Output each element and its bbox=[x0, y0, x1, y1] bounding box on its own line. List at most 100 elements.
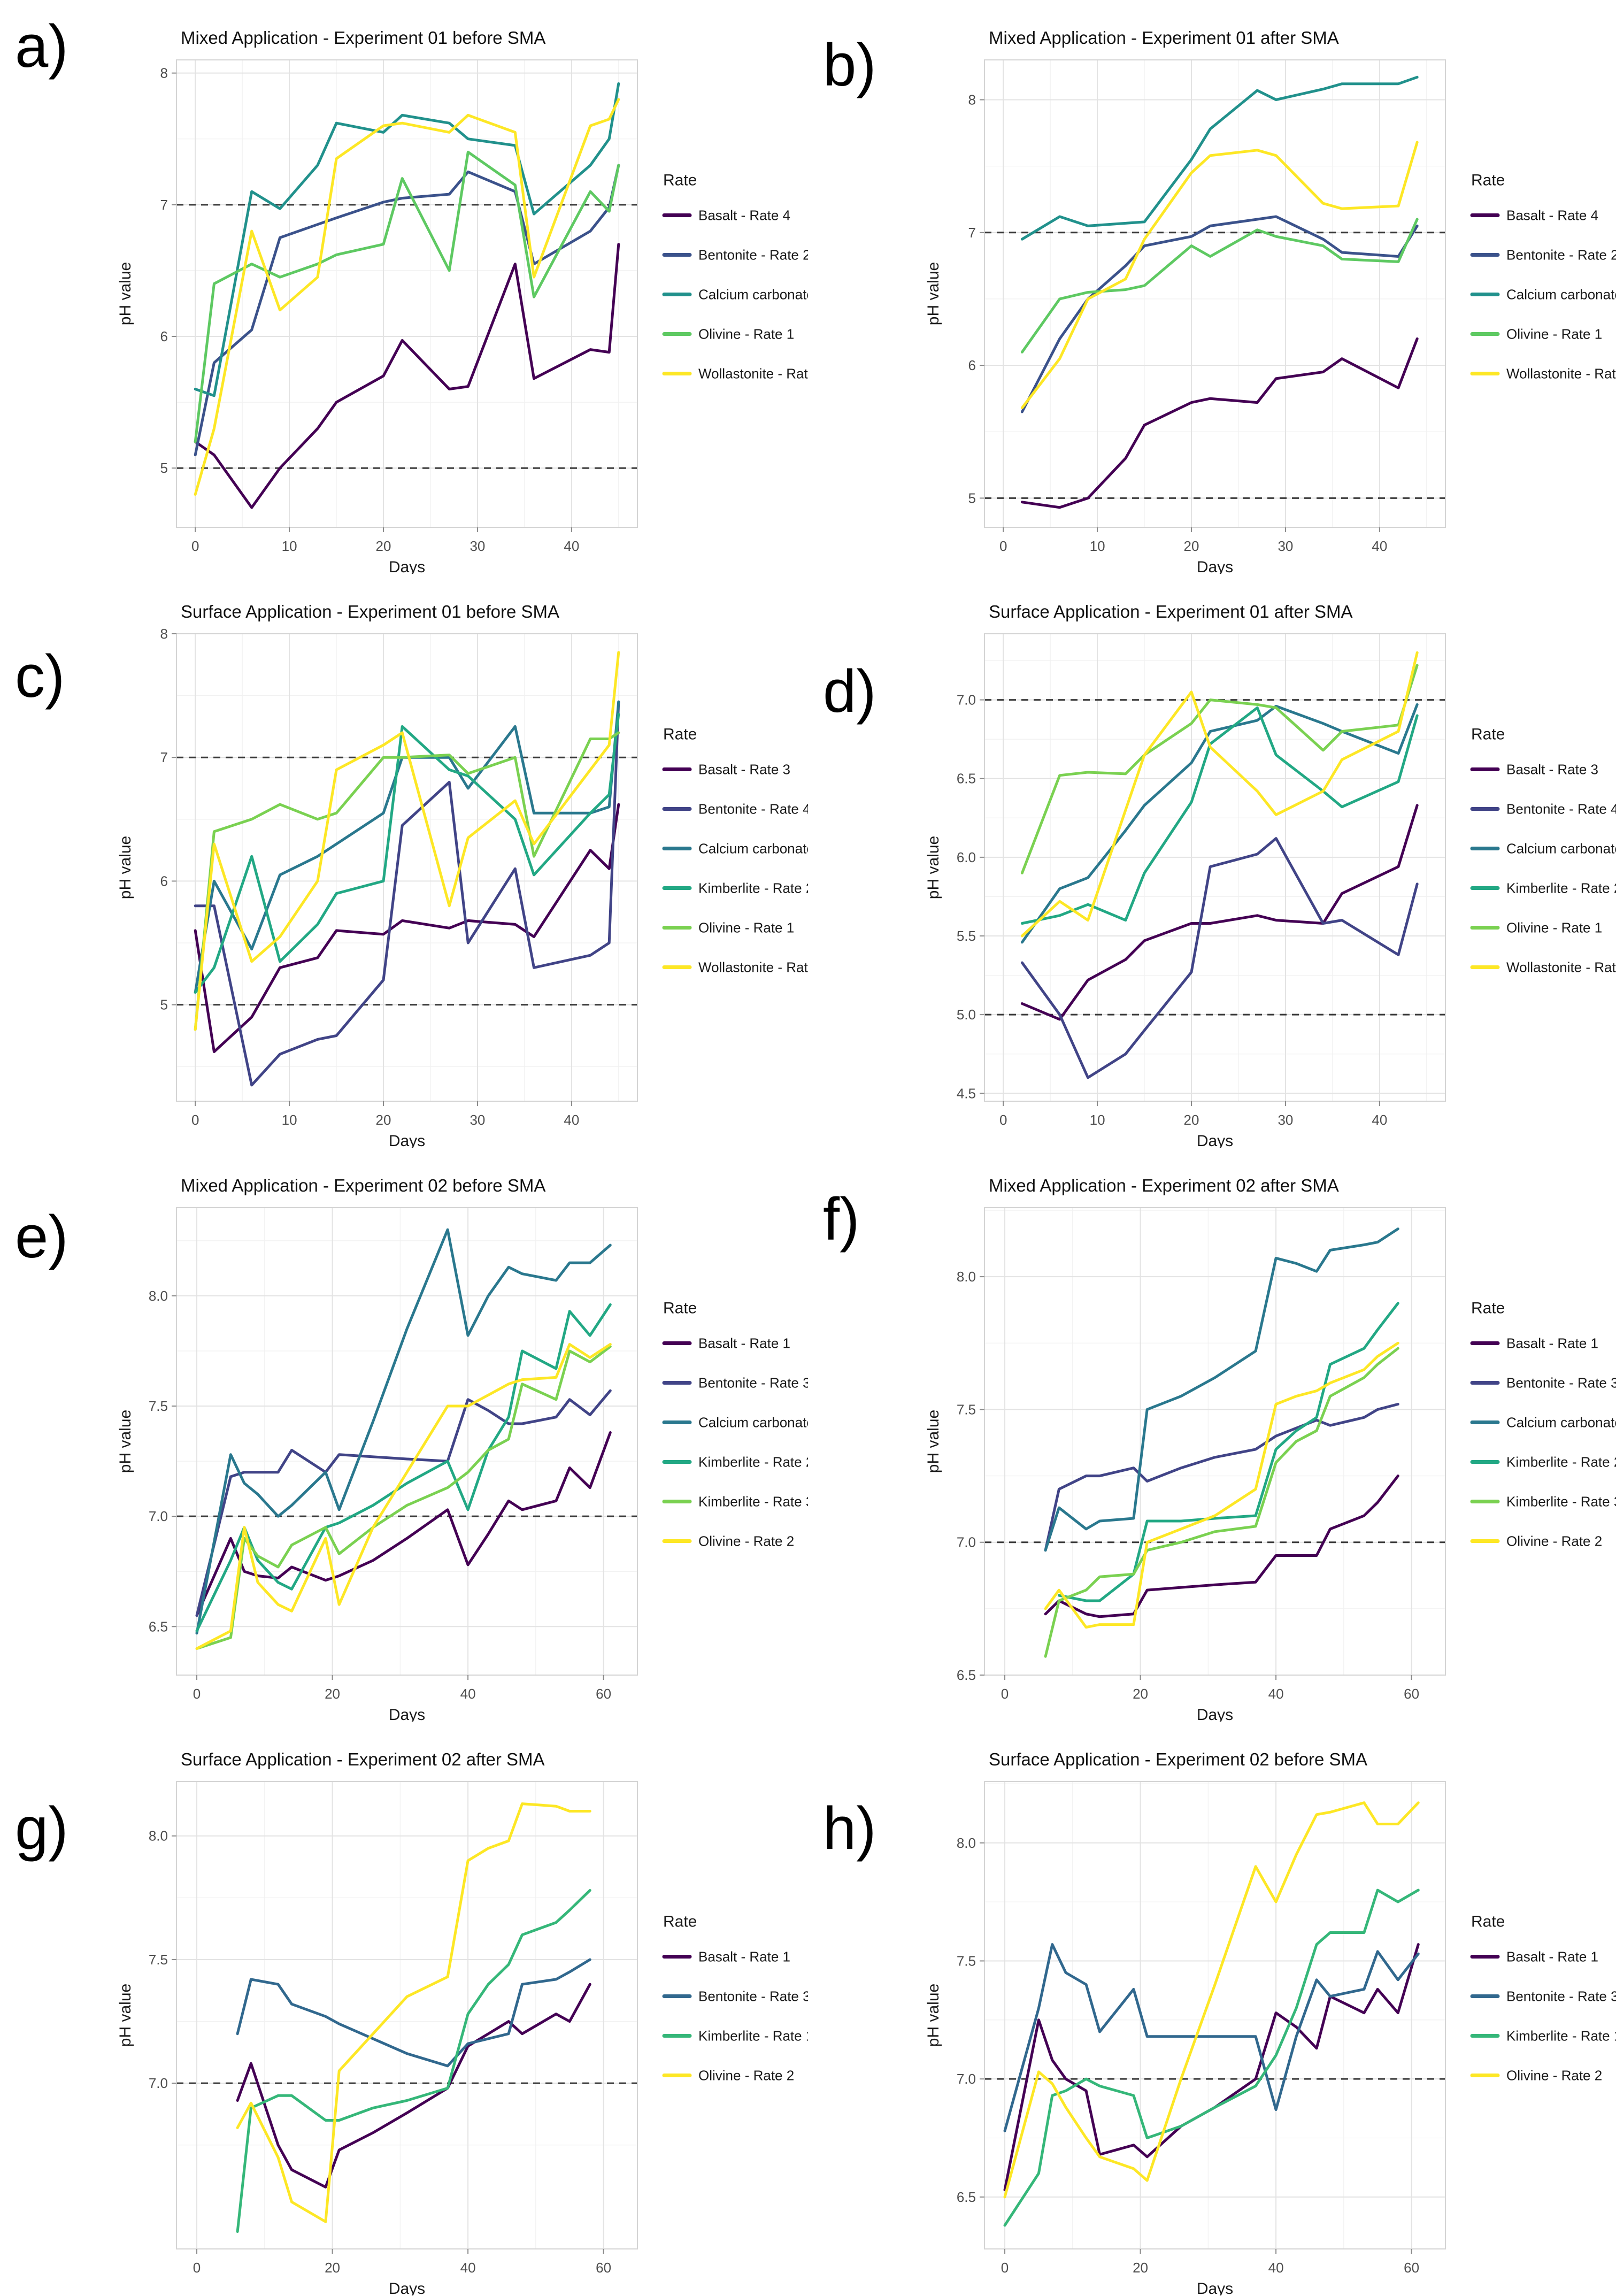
legend-item-label: Olivine - Rate 2 bbox=[698, 2068, 794, 2084]
chart-b-svg: 0 10 20 30 40 Days 5 6 7 8 pH value Mixed Applicati… bbox=[823, 28, 1616, 574]
y-tick-label: 4.5 bbox=[957, 1085, 976, 1101]
x-axis-title: Days bbox=[1197, 2280, 1233, 2295]
x-tick-label: 0 bbox=[1001, 2260, 1009, 2276]
legend-item: Bentonite - Rate 4 bbox=[662, 801, 808, 817]
series-line-calcium-carbonate-rate-3 bbox=[1020, 75, 1419, 241]
chart-title: Mixed Application - Experiment 01 after … bbox=[989, 28, 1339, 48]
x-axis: 0 20 40 60 Days bbox=[1001, 1675, 1419, 1722]
legend-item: Olivine - Rate 1 bbox=[1470, 326, 1602, 342]
chart-h-svg: 0 20 40 60 Days 6.5 7.0 7.5 8.0 pH value Surface A… bbox=[823, 1749, 1616, 2295]
series-line-basalt-rate-1 bbox=[1044, 1475, 1399, 1618]
series-line-olivine-rate-1 bbox=[194, 150, 620, 443]
panel-d: 0 10 20 30 40 Days 4.5 5.0 5.5 6.0 6.5 7.0 pH value S… bbox=[808, 574, 1616, 1148]
legend-item-label: Bentonite - Rate 2 bbox=[1506, 247, 1616, 263]
plot-border bbox=[176, 1207, 638, 1676]
series-line-bentonite-rate-3 bbox=[195, 1389, 612, 1617]
legend-item: Kimberlite - Rate 1 bbox=[1470, 2028, 1616, 2044]
series-line-olivine-rate-2 bbox=[195, 1343, 612, 1650]
series-line-olivine-rate-2 bbox=[1003, 1801, 1420, 2199]
x-tick-label: 40 bbox=[1372, 1112, 1387, 1128]
series-line-olivine-rate-1 bbox=[1020, 664, 1419, 874]
y-tick-label: 8.0 bbox=[957, 1835, 976, 1851]
legend-item: Olivine - Rate 2 bbox=[1470, 1533, 1602, 1549]
x-tick-label: 20 bbox=[1184, 1112, 1199, 1128]
x-axis-title: Days bbox=[389, 1706, 425, 1722]
x-tick-label: 20 bbox=[1133, 2260, 1148, 2276]
series-line-olivine-rate-2 bbox=[236, 1802, 591, 2223]
x-axis: 0 20 40 60 Days bbox=[193, 2249, 611, 2295]
y-tick-label: 5.5 bbox=[957, 928, 976, 944]
legend-item-label: Basalt - Rate 1 bbox=[698, 1335, 790, 1352]
y-axis-title: pH value bbox=[117, 836, 134, 899]
series-lines bbox=[236, 1802, 591, 2233]
legend-item: Kimberlite - Rate 2 bbox=[662, 1454, 808, 1470]
legend-item-label: Olivine - Rate 1 bbox=[698, 920, 794, 936]
legend-item: Calcium carbonate - Rate 1 bbox=[662, 841, 808, 857]
plot-area bbox=[176, 634, 637, 1101]
legend-title: Rate bbox=[663, 1913, 697, 1931]
legend-item: Bentonite - Rate 2 bbox=[662, 247, 808, 263]
y-tick-label: 8.0 bbox=[149, 1828, 168, 1844]
x-axis-title: Days bbox=[389, 2280, 425, 2295]
legend-item-label: Calcium carbonate - Rate 1 bbox=[698, 841, 808, 857]
y-axis: 4.5 5.0 5.5 6.0 6.5 7.0 pH value bbox=[925, 692, 984, 1101]
legend-item: Wollastonite - Rate 2 bbox=[662, 366, 808, 382]
legend-item-label: Kimberlite - Rate 2 bbox=[698, 1454, 808, 1470]
x-tick-label: 30 bbox=[470, 538, 485, 554]
plot-border bbox=[176, 1781, 638, 2249]
x-axis: 0 10 20 30 40 Days bbox=[999, 1101, 1387, 1148]
y-tick-label: 8 bbox=[968, 91, 976, 107]
series-line-olivine-rate-1 bbox=[194, 731, 620, 1031]
legend-title: Rate bbox=[663, 172, 697, 189]
x-tick-label: 30 bbox=[1278, 1112, 1293, 1128]
legend-item-label: Kimberlite - Rate 3 bbox=[698, 1494, 808, 1510]
x-tick-label: 60 bbox=[596, 2260, 611, 2276]
y-tick-label: 7.5 bbox=[149, 1398, 168, 1414]
panel-letter-a: a) bbox=[15, 13, 68, 80]
legend-item-label: Calcium carbonate - Rate 1 bbox=[698, 1415, 808, 1431]
chart-e-svg: 0 20 40 60 Days 6.5 7.0 7.5 8.0 pH value Mixed App… bbox=[15, 1176, 808, 1722]
y-axis-title: pH value bbox=[925, 1410, 942, 1473]
series-line-wollastonite-rate-2 bbox=[194, 98, 620, 496]
legend-item-label: Bentonite - Rate 3 bbox=[1506, 1988, 1616, 2005]
x-tick-label: 40 bbox=[1268, 1686, 1284, 1702]
legend-item: Bentonite - Rate 3 bbox=[1470, 1375, 1616, 1391]
chart-title: Surface Application - Experiment 01 befo… bbox=[181, 602, 559, 621]
y-axis-title: pH value bbox=[117, 1410, 134, 1473]
legend-title: Rate bbox=[1471, 726, 1505, 743]
legend-item-label: Calcium carbonate - Rate 1 bbox=[1506, 1415, 1616, 1431]
legend-title: Rate bbox=[1471, 1913, 1505, 1931]
y-tick-label: 5 bbox=[160, 997, 168, 1013]
x-tick-label: 40 bbox=[564, 1112, 579, 1128]
legend-item-label: Bentonite - Rate 3 bbox=[698, 1375, 808, 1391]
y-tick-label: 7.0 bbox=[149, 2075, 168, 2091]
series-line-calcium-carbonate-rate-1 bbox=[195, 1228, 612, 1635]
legend-item-label: Bentonite - Rate 2 bbox=[698, 247, 808, 263]
x-tick-label: 40 bbox=[1372, 538, 1387, 554]
series-line-bentonite-rate-4 bbox=[194, 700, 620, 1087]
series-line-kimberlite-rate-2 bbox=[194, 712, 620, 994]
series-line-basalt-rate-3 bbox=[194, 803, 620, 1053]
legend-item-label: Basalt - Rate 1 bbox=[1506, 1949, 1598, 1965]
legend-item: Basalt - Rate 1 bbox=[662, 1335, 790, 1352]
y-tick-label: 6 bbox=[968, 357, 976, 373]
panel-letter-c: c) bbox=[15, 643, 65, 710]
legend: Rate Basalt - Rate 1 Bentonite - Rate 3 Kim… bbox=[662, 1913, 808, 2084]
x-tick-label: 40 bbox=[564, 538, 579, 554]
x-axis: 0 10 20 30 40 Days bbox=[999, 527, 1387, 574]
legend-item-label: Kimberlite - Rate 1 bbox=[1506, 2028, 1616, 2044]
series-line-bentonite-rate-4 bbox=[1020, 837, 1419, 1079]
panel-letter-b: b) bbox=[823, 32, 876, 98]
x-tick-label: 40 bbox=[460, 1686, 476, 1702]
legend-item: Kimberlite - Rate 2 bbox=[1470, 1454, 1616, 1470]
legend-item: Olivine - Rate 2 bbox=[1470, 2068, 1602, 2084]
y-tick-label: 6.5 bbox=[957, 771, 976, 787]
legend: Rate Basalt - Rate 3 Bentonite - Rate 4 Cal… bbox=[662, 726, 808, 976]
legend-item: Kimberlite - Rate 1 bbox=[662, 2028, 808, 2044]
y-tick-label: 6.5 bbox=[149, 1618, 168, 1634]
legend-item: Bentonite - Rate 3 bbox=[1470, 1988, 1616, 2005]
legend: Rate Basalt - Rate 1 Bentonite - Rate 3 Cal… bbox=[1470, 1300, 1616, 1549]
panel-letter-h: h) bbox=[823, 1795, 876, 1862]
y-tick-label: 7.5 bbox=[957, 1401, 976, 1417]
legend-item: Olivine - Rate 1 bbox=[1470, 920, 1602, 936]
